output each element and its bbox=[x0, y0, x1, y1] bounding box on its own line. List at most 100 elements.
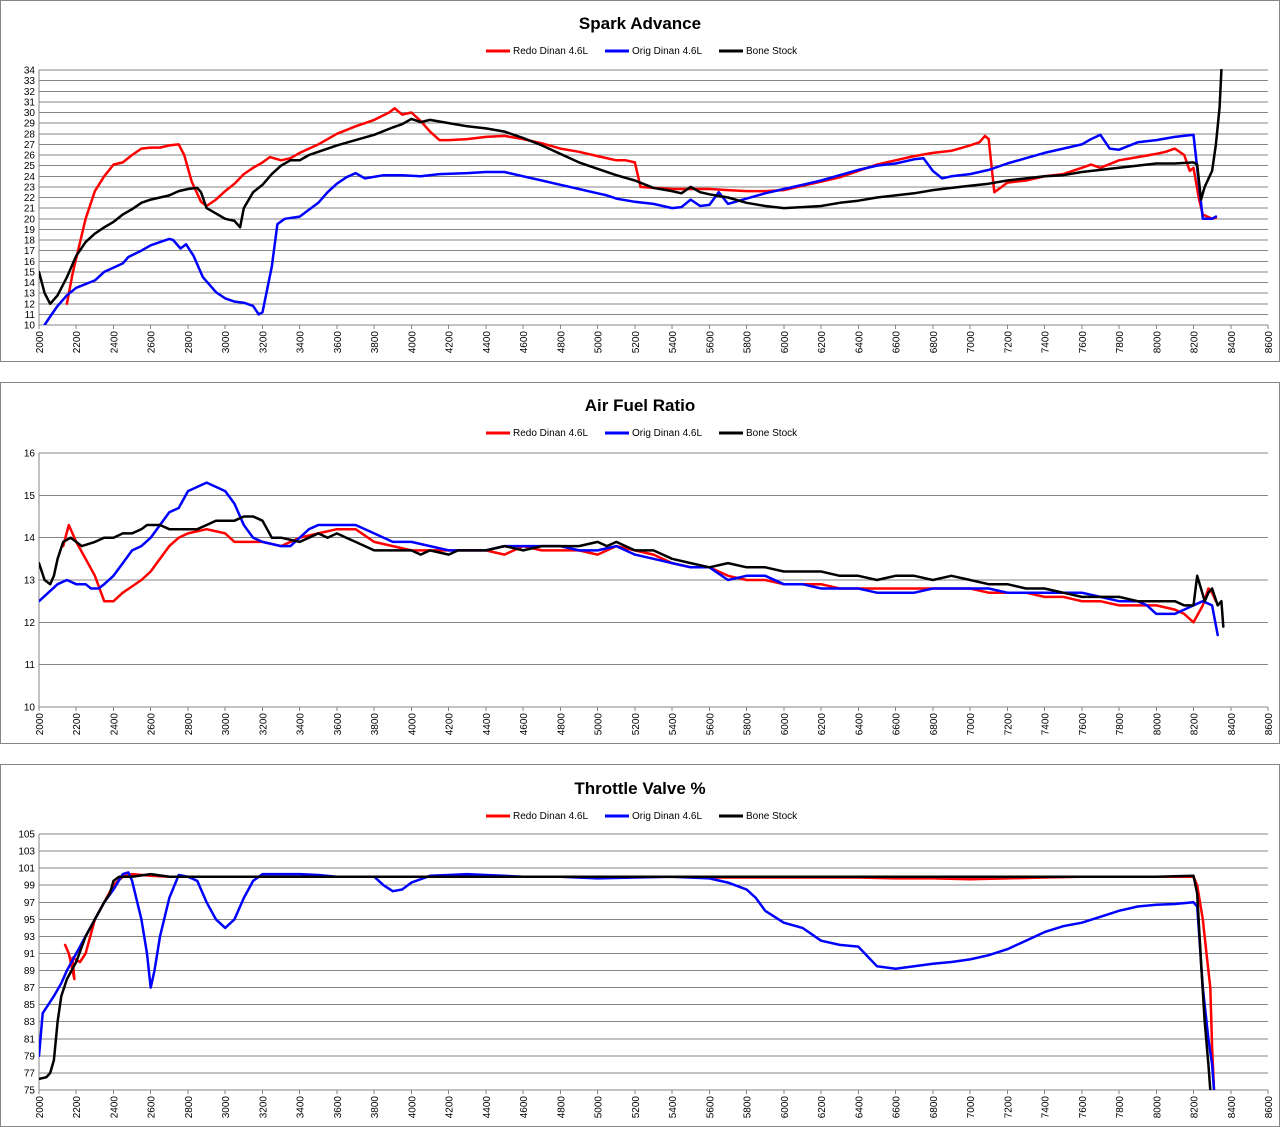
throttle-valve-legend: Redo Dinan 4.6L Orig Dinan 4.6L Bone Stock bbox=[486, 811, 798, 822]
y-tick-label: 34 bbox=[24, 66, 36, 77]
y-tick-label: 14 bbox=[24, 533, 36, 544]
x-tick-label: 8600 bbox=[1264, 1096, 1275, 1119]
x-tick-label: 8200 bbox=[1190, 331, 1201, 354]
x-tick-label: 3000 bbox=[221, 713, 232, 736]
x-tick-label: 2200 bbox=[72, 1096, 83, 1119]
x-tick-label: 2200 bbox=[72, 713, 83, 736]
x-tick-label: 3000 bbox=[221, 331, 232, 354]
spark-advance-legend: Redo Dinan 4.6L Orig Dinan 4.6L Bone Stock bbox=[486, 46, 798, 57]
x-tick-label: 2000 bbox=[35, 331, 46, 354]
y-tick-label: 87 bbox=[24, 983, 36, 994]
x-tick-label: 6000 bbox=[780, 1096, 791, 1119]
y-tick-label: 23 bbox=[24, 182, 36, 193]
y-tick-label: 26 bbox=[24, 151, 36, 162]
x-tick-label: 2600 bbox=[147, 713, 158, 736]
x-tick-label: 5400 bbox=[668, 331, 679, 354]
x-tick-label: 7600 bbox=[1078, 1096, 1089, 1119]
x-tick-label: 4600 bbox=[519, 713, 530, 736]
series-line-orig-dinan-4-6l bbox=[43, 133, 1218, 325]
x-tick-label: 5600 bbox=[705, 331, 716, 354]
x-tick-label: 3400 bbox=[296, 713, 307, 736]
x-tick-label: 5200 bbox=[631, 713, 642, 736]
x-tick-label: 7000 bbox=[966, 713, 977, 736]
x-tick-label: 2400 bbox=[109, 713, 120, 736]
y-tick-label: 28 bbox=[24, 129, 36, 140]
y-tick-label: 16 bbox=[24, 449, 36, 460]
legend-label-orig-dinan-4-6l: Orig Dinan 4.6L bbox=[632, 811, 702, 822]
x-tick-label: 2600 bbox=[147, 331, 158, 354]
air-fuel-ratio-title: Air Fuel Ratio bbox=[585, 396, 696, 415]
x-tick-label: 3800 bbox=[370, 331, 381, 354]
y-tick-label: 103 bbox=[18, 847, 35, 858]
y-tick-label: 32 bbox=[24, 87, 36, 98]
x-tick-label: 4400 bbox=[482, 1096, 493, 1119]
x-tick-label: 8200 bbox=[1190, 1096, 1201, 1119]
spark-advance-chart-panel: Spark Advance Redo Dinan 4.6L Orig Dinan 4… bbox=[0, 0, 1280, 362]
legend-label-orig-dinan-4-6l: Orig Dinan 4.6L bbox=[632, 46, 702, 57]
x-tick-label: 4000 bbox=[407, 331, 418, 354]
x-tick-label: 3800 bbox=[370, 1096, 381, 1119]
x-tick-label: 3600 bbox=[333, 713, 344, 736]
x-tick-label: 3200 bbox=[258, 713, 269, 736]
x-tick-label: 2800 bbox=[184, 331, 195, 354]
y-tick-label: 10 bbox=[24, 321, 36, 332]
x-tick-label: 2800 bbox=[184, 713, 195, 736]
y-tick-label: 11 bbox=[25, 310, 36, 321]
x-tick-label: 6400 bbox=[854, 1096, 865, 1119]
y-tick-label: 18 bbox=[24, 236, 36, 247]
x-tick-label: 6800 bbox=[929, 331, 940, 354]
y-tick-label: 12 bbox=[24, 618, 36, 629]
x-tick-label: 6600 bbox=[892, 331, 903, 354]
x-tick-label: 7200 bbox=[1003, 713, 1014, 736]
x-tick-label: 6200 bbox=[817, 331, 828, 354]
y-tick-label: 85 bbox=[24, 1000, 36, 1011]
spark-advance-title: Spark Advance bbox=[579, 14, 701, 33]
series-line-bone-stock bbox=[39, 69, 1223, 306]
x-tick-label: 8000 bbox=[1152, 713, 1163, 736]
x-tick-label: 4200 bbox=[445, 1096, 456, 1119]
y-tick-label: 19 bbox=[24, 225, 36, 236]
y-tick-label: 101 bbox=[18, 864, 35, 875]
series-line-orig-dinan-4-6l bbox=[39, 871, 1216, 1090]
legend-label-redo-dinan-4-6l: Redo Dinan 4.6L bbox=[513, 811, 588, 822]
series-line-redo-dinan-4-6l bbox=[65, 107, 1218, 306]
x-tick-label: 5000 bbox=[594, 331, 605, 354]
x-tick-label: 5800 bbox=[743, 331, 754, 354]
series-line-bone-stock bbox=[39, 872, 1212, 1090]
x-tick-label: 7000 bbox=[966, 1096, 977, 1119]
x-tick-label: 8200 bbox=[1190, 713, 1201, 736]
x-tick-label: 6200 bbox=[817, 1096, 828, 1119]
legend-label-bone-stock: Bone Stock bbox=[746, 46, 798, 57]
throttle-valve-chart: Throttle Valve % Redo Dinan 4.6L Orig Dina… bbox=[18, 779, 1275, 1119]
x-tick-label: 6000 bbox=[780, 713, 791, 736]
x-tick-label: 7200 bbox=[1003, 331, 1014, 354]
x-tick-label: 3800 bbox=[370, 713, 381, 736]
x-tick-label: 8600 bbox=[1264, 713, 1275, 736]
x-tick-label: 4200 bbox=[445, 331, 456, 354]
x-tick-label: 5000 bbox=[594, 1096, 605, 1119]
x-tick-label: 4000 bbox=[407, 713, 418, 736]
x-tick-label: 2000 bbox=[35, 1096, 46, 1119]
x-tick-label: 2400 bbox=[109, 331, 120, 354]
x-tick-label: 4400 bbox=[482, 713, 493, 736]
x-tick-label: 7800 bbox=[1115, 1096, 1126, 1119]
series-line-redo-dinan-4-6l bbox=[63, 872, 1216, 1090]
y-tick-label: 15 bbox=[24, 491, 36, 502]
x-tick-label: 7400 bbox=[1041, 1096, 1052, 1119]
throttle-valve-title: Throttle Valve % bbox=[574, 779, 705, 798]
x-tick-label: 3400 bbox=[296, 331, 307, 354]
x-tick-label: 6600 bbox=[892, 713, 903, 736]
y-tick-label: 77 bbox=[24, 1068, 36, 1079]
x-tick-label: 7800 bbox=[1115, 713, 1126, 736]
x-tick-label: 4800 bbox=[556, 331, 567, 354]
y-tick-label: 16 bbox=[24, 257, 36, 268]
x-tick-label: 3200 bbox=[258, 331, 269, 354]
x-tick-label: 5400 bbox=[668, 1096, 679, 1119]
y-tick-label: 75 bbox=[24, 1086, 36, 1097]
y-tick-label: 20 bbox=[24, 214, 36, 225]
y-tick-label: 97 bbox=[24, 898, 36, 909]
x-tick-label: 6600 bbox=[892, 1096, 903, 1119]
x-tick-label: 5600 bbox=[705, 1096, 716, 1119]
x-tick-label: 8400 bbox=[1227, 331, 1238, 354]
x-tick-label: 2600 bbox=[147, 1096, 158, 1119]
